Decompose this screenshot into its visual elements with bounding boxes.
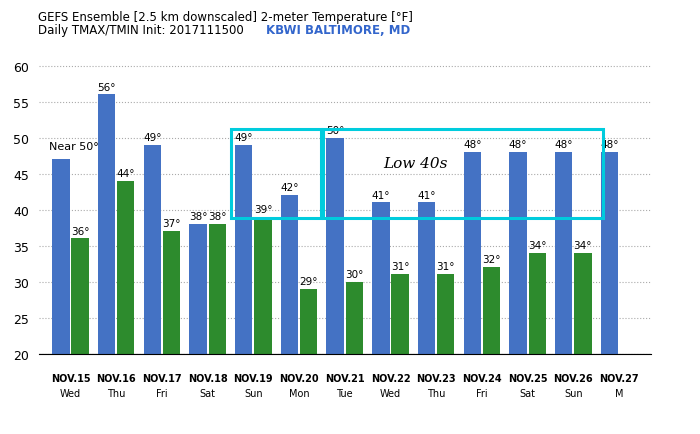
Bar <box>144 145 161 434</box>
Bar <box>574 253 592 434</box>
Bar <box>326 138 344 434</box>
Text: 42°: 42° <box>280 183 299 193</box>
Text: Just In: Just In <box>630 9 658 17</box>
Bar <box>235 145 253 434</box>
Bar <box>372 203 389 434</box>
Text: 31°: 31° <box>437 262 455 272</box>
Bar <box>117 181 134 434</box>
Text: 38°: 38° <box>208 212 227 222</box>
Text: Low 40s: Low 40s <box>383 157 447 171</box>
Text: 34°: 34° <box>528 240 547 250</box>
Text: NOV.24: NOV.24 <box>462 373 502 383</box>
Bar <box>601 153 618 434</box>
Text: M: M <box>615 388 623 398</box>
Text: Sun: Sun <box>244 388 262 398</box>
Text: NOV.21: NOV.21 <box>325 373 365 383</box>
Text: Thu: Thu <box>427 388 445 398</box>
Text: 48°: 48° <box>600 140 619 150</box>
Text: Sat: Sat <box>199 388 216 398</box>
Text: 44°: 44° <box>117 168 135 178</box>
Text: 56°: 56° <box>97 82 116 92</box>
Text: 48°: 48° <box>509 140 527 150</box>
Text: 41°: 41° <box>372 190 390 200</box>
Text: Daily TMAX/TMIN Init: 2017111500: Daily TMAX/TMIN Init: 2017111500 <box>38 24 244 37</box>
Text: 50°: 50° <box>326 125 344 135</box>
Text: Thu: Thu <box>107 388 125 398</box>
Text: NOV.19: NOV.19 <box>234 373 273 383</box>
Text: NOV.26: NOV.26 <box>554 373 593 383</box>
Bar <box>418 203 435 434</box>
Text: Near 50°: Near 50° <box>50 141 99 151</box>
Text: 48°: 48° <box>554 140 573 150</box>
Bar <box>510 153 526 434</box>
Text: NOV.20: NOV.20 <box>279 373 319 383</box>
Bar <box>483 267 500 434</box>
Text: 30°: 30° <box>345 269 363 279</box>
Text: 48°: 48° <box>463 140 482 150</box>
Bar <box>528 253 546 434</box>
Bar <box>346 282 363 434</box>
Text: NOV.18: NOV.18 <box>188 373 228 383</box>
Text: Sun: Sun <box>564 388 582 398</box>
Text: 29°: 29° <box>300 276 318 286</box>
Text: 49°: 49° <box>234 133 253 143</box>
Bar <box>71 239 89 434</box>
Text: 37°: 37° <box>162 219 181 229</box>
Text: NOV.15: NOV.15 <box>50 373 90 383</box>
Text: 32°: 32° <box>482 255 500 265</box>
Text: Mon: Mon <box>288 388 309 398</box>
Text: NOV.17: NOV.17 <box>142 373 182 383</box>
Text: 49°: 49° <box>143 133 162 143</box>
Text: NOV.22: NOV.22 <box>370 373 410 383</box>
Bar <box>281 196 298 434</box>
Text: NOV.16: NOV.16 <box>97 373 136 383</box>
Bar <box>209 224 226 434</box>
Bar <box>300 289 317 434</box>
Text: WEATHER: WEATHER <box>623 30 665 39</box>
Bar <box>323 130 603 219</box>
Text: 34°: 34° <box>573 240 592 250</box>
Text: KBWI BALTIMORE, MD: KBWI BALTIMORE, MD <box>266 24 410 37</box>
Text: NOV.25: NOV.25 <box>508 373 547 383</box>
Bar <box>189 224 206 434</box>
Bar <box>391 275 409 434</box>
Bar <box>437 275 454 434</box>
Text: 41°: 41° <box>417 190 436 200</box>
Bar <box>98 95 116 434</box>
Text: Tue: Tue <box>337 388 353 398</box>
Text: Sat: Sat <box>519 388 536 398</box>
Text: GEFS Ensemble [2.5 km downscaled] 2-meter Temperature [°F]: GEFS Ensemble [2.5 km downscaled] 2-mete… <box>38 11 414 24</box>
Text: 38°: 38° <box>189 212 207 222</box>
Bar <box>254 217 272 434</box>
Bar <box>232 130 321 219</box>
Text: 36°: 36° <box>71 226 90 236</box>
Text: NOV.27: NOV.27 <box>599 373 639 383</box>
Text: Fri: Fri <box>476 388 488 398</box>
Bar <box>555 153 573 434</box>
Text: 31°: 31° <box>391 262 409 272</box>
Bar <box>463 153 481 434</box>
Text: 39°: 39° <box>253 204 272 214</box>
Bar <box>52 160 69 434</box>
Text: Fri: Fri <box>156 388 168 398</box>
Text: Wed: Wed <box>380 388 401 398</box>
Bar <box>163 232 180 434</box>
Text: NOV.23: NOV.23 <box>416 373 456 383</box>
Text: Wed: Wed <box>60 388 81 398</box>
